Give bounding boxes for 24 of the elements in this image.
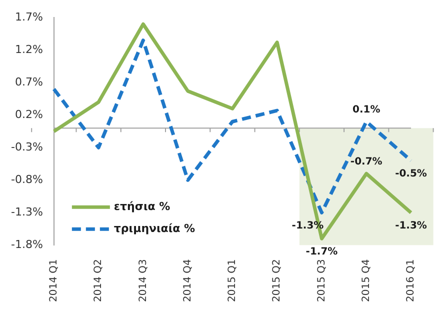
data-label: -1.3%: [395, 220, 427, 232]
x-tick-label: 2014 Q2: [93, 259, 104, 302]
data-label: -0.7%: [350, 156, 382, 168]
x-tick-label: 2015 Q4: [360, 259, 372, 302]
legend-label: ετήσια %: [114, 200, 170, 213]
y-tick-label: -0.8%: [10, 172, 43, 186]
y-tick-label: -1.8%: [10, 238, 43, 251]
data-label: 0.1%: [352, 104, 380, 116]
y-tick-label: -0.3%: [10, 140, 43, 154]
data-label: -1.7%: [306, 246, 338, 258]
y-tick-label: -1.3%: [10, 205, 43, 218]
x-tick-label: 2015 Q2: [272, 259, 283, 302]
x-tick-label: 2016 Q1: [406, 259, 417, 302]
x-tick-label: 2015 Q3: [316, 259, 328, 302]
legend-label: τριμηνιαία %: [114, 222, 196, 235]
y-tick-label: 1.7%: [14, 10, 43, 24]
x-tick-label: 2014 Q4: [182, 259, 194, 302]
x-tick-label: 2015 Q1: [227, 259, 238, 302]
y-tick-label: 1.2%: [14, 42, 43, 56]
x-tick-label: 2014 Q1: [48, 259, 60, 302]
x-tick-label: 2014 Q3: [138, 259, 149, 302]
y-tick-label: 0.2%: [14, 108, 43, 121]
y-tick-label: 0.7%: [14, 75, 43, 88]
data-label: -0.5%: [395, 168, 427, 180]
